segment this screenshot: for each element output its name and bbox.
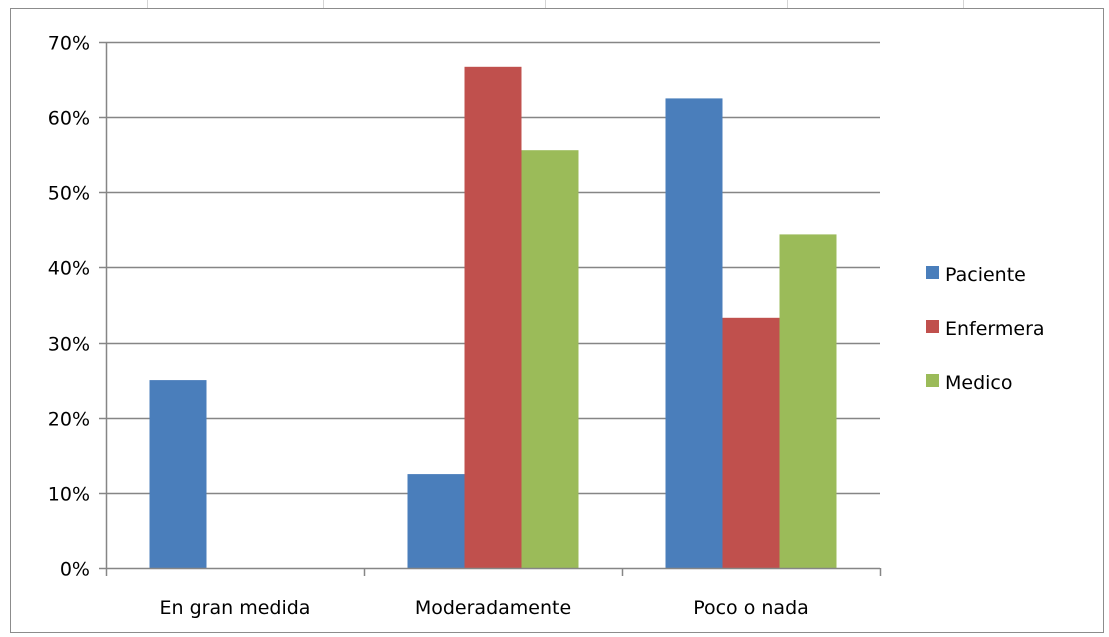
y-tick-label: 10%: [48, 484, 90, 506]
legend-label-paciente: Paciente: [945, 264, 1026, 286]
legend-swatch-medico: [926, 374, 939, 387]
y-tick-label: 40%: [48, 258, 90, 280]
legend-swatch-enfermera: [926, 320, 939, 333]
bar-enfermera: [722, 317, 780, 568]
bar-enfermera: [464, 66, 522, 569]
bars: [149, 66, 837, 569]
bar-paciente: [407, 474, 465, 568]
x-tick-label: En gran medida: [160, 597, 311, 619]
x-tick-label: Poco o nada: [693, 597, 809, 619]
sheet-column-line: [147, 0, 148, 8]
sheet-column-line: [787, 0, 788, 8]
axes: [99, 41, 882, 576]
bar-paciente: [665, 98, 723, 569]
y-tick-label: 30%: [48, 334, 90, 356]
bar-medico: [779, 234, 837, 568]
y-tick-label: 20%: [48, 409, 90, 431]
x-tick-labels: En gran medida Moderadamente Poco o nada: [160, 597, 809, 619]
sheet-column-line: [323, 0, 324, 8]
y-tick-label: 60%: [48, 108, 90, 130]
bar-paciente: [149, 380, 207, 568]
legend: Paciente Enfermera Medico: [926, 264, 1045, 394]
bar-medico: [521, 150, 579, 568]
y-tick-label: 70%: [48, 33, 90, 55]
x-tick-label: Moderadamente: [415, 597, 571, 619]
sheet-column-line: [963, 0, 964, 8]
sheet-column-line: [545, 0, 546, 8]
y-tick-labels: 0% 10% 20% 30% 40% 50% 60% 70%: [48, 33, 90, 581]
legend-label-medico: Medico: [945, 372, 1013, 394]
legend-swatch-paciente: [926, 266, 939, 279]
y-tick-label: 50%: [48, 183, 90, 205]
legend-label-enfermera: Enfermera: [945, 318, 1045, 340]
y-tick-label: 0%: [60, 559, 90, 581]
